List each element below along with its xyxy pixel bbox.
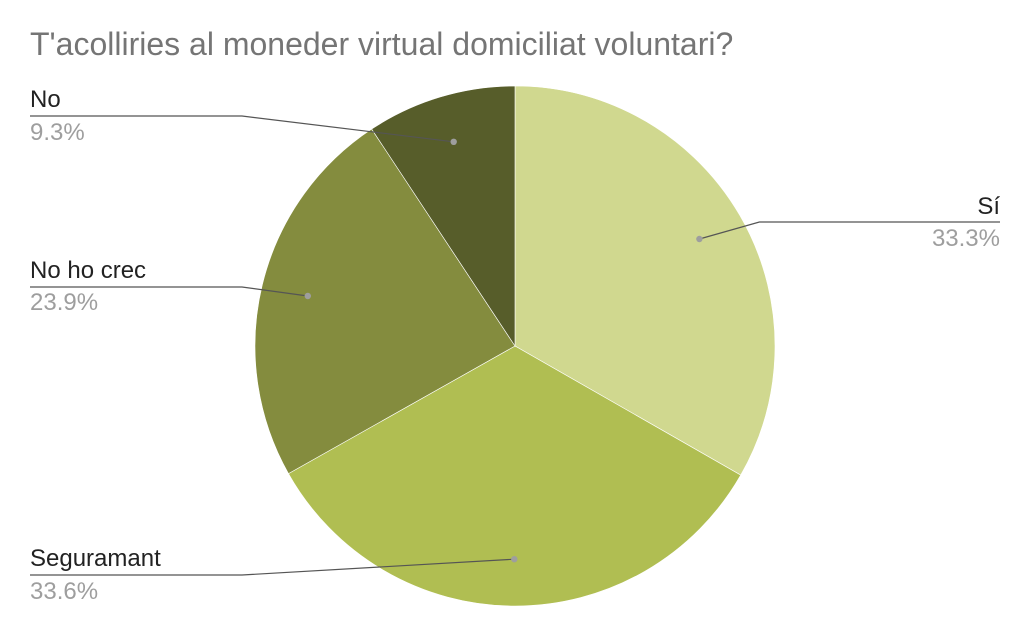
slice-label: Sí	[977, 193, 1000, 220]
pie-slice	[514, 85, 776, 476]
callout-line	[699, 221, 1000, 240]
callout-dot	[304, 292, 311, 300]
pie-slice	[288, 345, 742, 607]
slice-value-label: 9.3%	[30, 119, 85, 146]
slice-value-label: 33.3%	[932, 225, 1000, 252]
slice-label: No ho crec	[30, 257, 146, 284]
callout-dot	[511, 556, 518, 563]
slice-label: Seguramant	[30, 545, 161, 572]
callout-line	[30, 115, 454, 143]
pie-slices	[254, 85, 776, 607]
pie-slice	[371, 85, 516, 347]
callout-dot	[696, 235, 703, 243]
callout-dot	[450, 138, 457, 145]
slice-value-label: 33.6%	[30, 578, 98, 605]
chart-title: T'acolliries al moneder virtual domicili…	[30, 26, 734, 62]
pie-slice	[254, 128, 516, 475]
slice-label: No	[30, 86, 61, 113]
slice-value-label: 23.9%	[30, 289, 98, 316]
callout-line	[30, 558, 515, 576]
callout-line	[30, 286, 308, 297]
pie-labels: Sí 33.3% Seguramant 33.6% No ho crec 23.9% No 9…	[30, 86, 1000, 605]
